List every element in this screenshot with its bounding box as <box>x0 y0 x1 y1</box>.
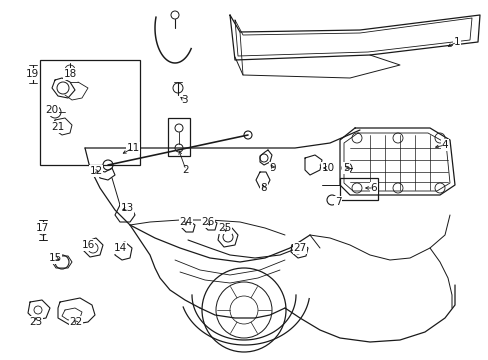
Text: 14: 14 <box>113 243 126 253</box>
Text: 3: 3 <box>181 95 187 105</box>
Text: 27: 27 <box>293 243 306 253</box>
Text: 21: 21 <box>51 122 64 132</box>
Text: 4: 4 <box>441 140 447 150</box>
Text: 16: 16 <box>81 240 95 250</box>
Text: 18: 18 <box>63 69 77 79</box>
Text: 6: 6 <box>370 183 377 193</box>
Text: 17: 17 <box>35 223 48 233</box>
Text: 19: 19 <box>25 69 39 79</box>
Text: 26: 26 <box>201 217 214 227</box>
Bar <box>339 178 377 200</box>
Bar <box>168 118 190 156</box>
Text: 5: 5 <box>342 163 348 173</box>
Text: 12: 12 <box>89 166 102 176</box>
Text: 7: 7 <box>334 197 341 207</box>
Text: 1: 1 <box>453 37 459 47</box>
Text: 2: 2 <box>183 165 189 175</box>
Text: 9: 9 <box>269 163 276 173</box>
Bar <box>40 60 140 165</box>
Text: 15: 15 <box>48 253 61 263</box>
Text: 23: 23 <box>29 317 42 327</box>
Text: 10: 10 <box>321 163 334 173</box>
Text: 20: 20 <box>45 105 59 115</box>
Text: 11: 11 <box>126 143 140 153</box>
Text: 8: 8 <box>260 183 267 193</box>
Text: 13: 13 <box>120 203 133 213</box>
Text: 25: 25 <box>218 223 231 233</box>
Text: 22: 22 <box>69 317 82 327</box>
Text: 24: 24 <box>179 217 192 227</box>
